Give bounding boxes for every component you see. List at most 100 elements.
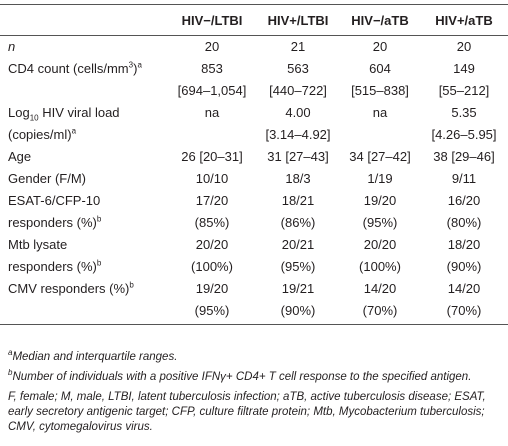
table-row: Gender (F/M) 10/10 18/3 1/19 9/11 bbox=[0, 168, 508, 190]
label-line: CD4 count (cells/mm3)a bbox=[8, 58, 168, 80]
superscript: a bbox=[137, 60, 142, 70]
cell-line: 20/21 bbox=[281, 237, 315, 252]
label-text: Mtb lysate bbox=[8, 237, 68, 252]
cell-line: 38 [29–46] bbox=[433, 149, 495, 164]
footnotes: aMedian and interquartile ranges. bNumber… bbox=[8, 348, 504, 440]
cell-line: 16/20 bbox=[447, 193, 481, 208]
label-line: Gender (F/M) bbox=[8, 168, 168, 190]
cell-line: 14/20 bbox=[447, 281, 481, 296]
table-cell: na bbox=[340, 102, 420, 146]
cell-line: 31 [27–43] bbox=[267, 149, 329, 164]
table-row: Age 26 [20–31] 31 [27–43] 34 [27–42] 38 [29–… bbox=[0, 146, 508, 168]
table-cell: 21 bbox=[256, 36, 340, 59]
table-cell: na bbox=[168, 102, 256, 146]
column-header: HIV+/aTB bbox=[420, 4, 508, 36]
footnote: F, female; M, male, LTBI, latent tubercu… bbox=[8, 390, 504, 435]
table-row: Log10 HIV viral load (copies/ml)a na 4.00 [3… bbox=[0, 102, 508, 146]
cell-line: 18/3 bbox=[285, 171, 311, 186]
cell-line: (70%) bbox=[362, 303, 398, 318]
cell-line: 563 bbox=[287, 61, 309, 76]
table-cell: 563 [440–722] bbox=[256, 58, 340, 102]
table-cell: 4.00 [3.14–4.92] bbox=[256, 102, 340, 146]
cell-line: (90%) bbox=[446, 259, 482, 274]
cell-line: na bbox=[372, 105, 388, 120]
table-cell: 20/20 (100%) bbox=[168, 234, 256, 278]
table-cell: 34 [27–42] bbox=[340, 146, 420, 168]
row-label: Age bbox=[0, 146, 168, 168]
table-row: CD4 count (cells/mm3)a 853 [694–1,054] 563 [… bbox=[0, 58, 508, 102]
cell-line: 9/11 bbox=[451, 171, 477, 186]
table-cell: 14/20 (70%) bbox=[340, 278, 420, 325]
table-cell: 10/10 bbox=[168, 168, 256, 190]
label-text: responders (%) bbox=[8, 259, 97, 274]
cell-line: (86%) bbox=[280, 215, 316, 230]
table-cell: 20 bbox=[420, 36, 508, 59]
table-body: n 20 21 20 20 CD4 count (cells/mm3)a 853 [694–1… bbox=[0, 36, 508, 325]
data-table: HIV−/LTBI HIV+/LTBI HIV−/aTB HIV+/aTB n 20 21… bbox=[0, 4, 508, 325]
cell-line: 18/21 bbox=[281, 193, 315, 208]
label-line: n bbox=[8, 36, 168, 58]
cell-line: 20 bbox=[456, 39, 472, 54]
cell-line: 5.35 bbox=[451, 105, 477, 120]
superscript: a bbox=[71, 126, 77, 136]
superscript: b bbox=[96, 258, 102, 268]
cell-line: 14/20 bbox=[363, 281, 397, 296]
footnote: bNumber of individuals with a positive I… bbox=[8, 369, 504, 385]
table-cell: 38 [29–46] bbox=[420, 146, 508, 168]
table-cell: 31 [27–43] bbox=[256, 146, 340, 168]
row-label: CMV responders (%)b bbox=[0, 278, 168, 325]
cell-line: 18/20 bbox=[447, 237, 481, 252]
row-label: ESAT-6/CFP-10 responders (%)b bbox=[0, 190, 168, 234]
footnote: aMedian and interquartile ranges. bbox=[8, 348, 504, 365]
table-cell: 19/20 (95%) bbox=[168, 278, 256, 325]
column-header: HIV+/LTBI bbox=[256, 4, 340, 36]
cell-line: 149 bbox=[453, 61, 475, 76]
cell-line: 20/20 bbox=[195, 237, 229, 252]
cell-line: (95%) bbox=[280, 259, 316, 274]
table-cell: 18/21 (86%) bbox=[256, 190, 340, 234]
label-text: ESAT-6/CFP-10 bbox=[8, 193, 101, 208]
footnote-mark: a bbox=[8, 348, 13, 358]
row-label: Mtb lysate responders (%)b bbox=[0, 234, 168, 278]
table-cell: 18/3 bbox=[256, 168, 340, 190]
cell-line: 19/20 bbox=[363, 193, 397, 208]
label-line: responders (%)b bbox=[8, 212, 168, 234]
cell-line: (90%) bbox=[280, 303, 316, 318]
table-row: n 20 21 20 20 bbox=[0, 36, 508, 59]
superscript: b bbox=[129, 280, 134, 290]
table-cell: 604 [515–838] bbox=[340, 58, 420, 102]
cell-line: 21 bbox=[290, 39, 306, 54]
cell-line: (100%) bbox=[359, 259, 401, 274]
cell-line: 17/20 bbox=[195, 193, 229, 208]
cell-line: na bbox=[204, 105, 220, 120]
label-line: Age bbox=[8, 146, 168, 168]
cell-line: [440–722] bbox=[269, 83, 327, 98]
label-line: CMV responders (%)b bbox=[8, 278, 168, 300]
label-text: (copies/ml) bbox=[8, 127, 72, 142]
label-text: Log bbox=[8, 105, 30, 120]
cell-line: 26 [20–31] bbox=[181, 149, 243, 164]
table-cell: 26 [20–31] bbox=[168, 146, 256, 168]
label-text: CD4 count (cells/mm bbox=[8, 61, 129, 76]
table-cell: 5.35 [4.26–5.95] bbox=[420, 102, 508, 146]
row-label: Gender (F/M) bbox=[0, 168, 168, 190]
label-line: (copies/ml)a bbox=[8, 124, 168, 146]
label-text: CMV responders (%) bbox=[8, 281, 130, 296]
label-text: responders (%) bbox=[8, 215, 97, 230]
table-cell: 14/20 (70%) bbox=[420, 278, 508, 325]
cell-line: 853 bbox=[201, 61, 223, 76]
cell-line: 34 [27–42] bbox=[349, 149, 411, 164]
label-line: Mtb lysate bbox=[8, 234, 168, 256]
cell-line: (95%) bbox=[362, 215, 398, 230]
cell-line: [55–212] bbox=[438, 83, 490, 98]
table-cell: 9/11 bbox=[420, 168, 508, 190]
column-header: HIV−/LTBI bbox=[168, 4, 256, 36]
cell-line: [4.26–5.95] bbox=[431, 127, 497, 142]
label-text: Gender (F/M) bbox=[8, 171, 87, 186]
cell-line: [694–1,054] bbox=[177, 83, 247, 98]
table-cell: 17/20 (85%) bbox=[168, 190, 256, 234]
column-header: HIV−/aTB bbox=[340, 4, 420, 36]
label-line: responders (%)b bbox=[8, 256, 168, 278]
cell-line: (70%) bbox=[446, 303, 482, 318]
cell-line: 19/21 bbox=[281, 281, 315, 296]
